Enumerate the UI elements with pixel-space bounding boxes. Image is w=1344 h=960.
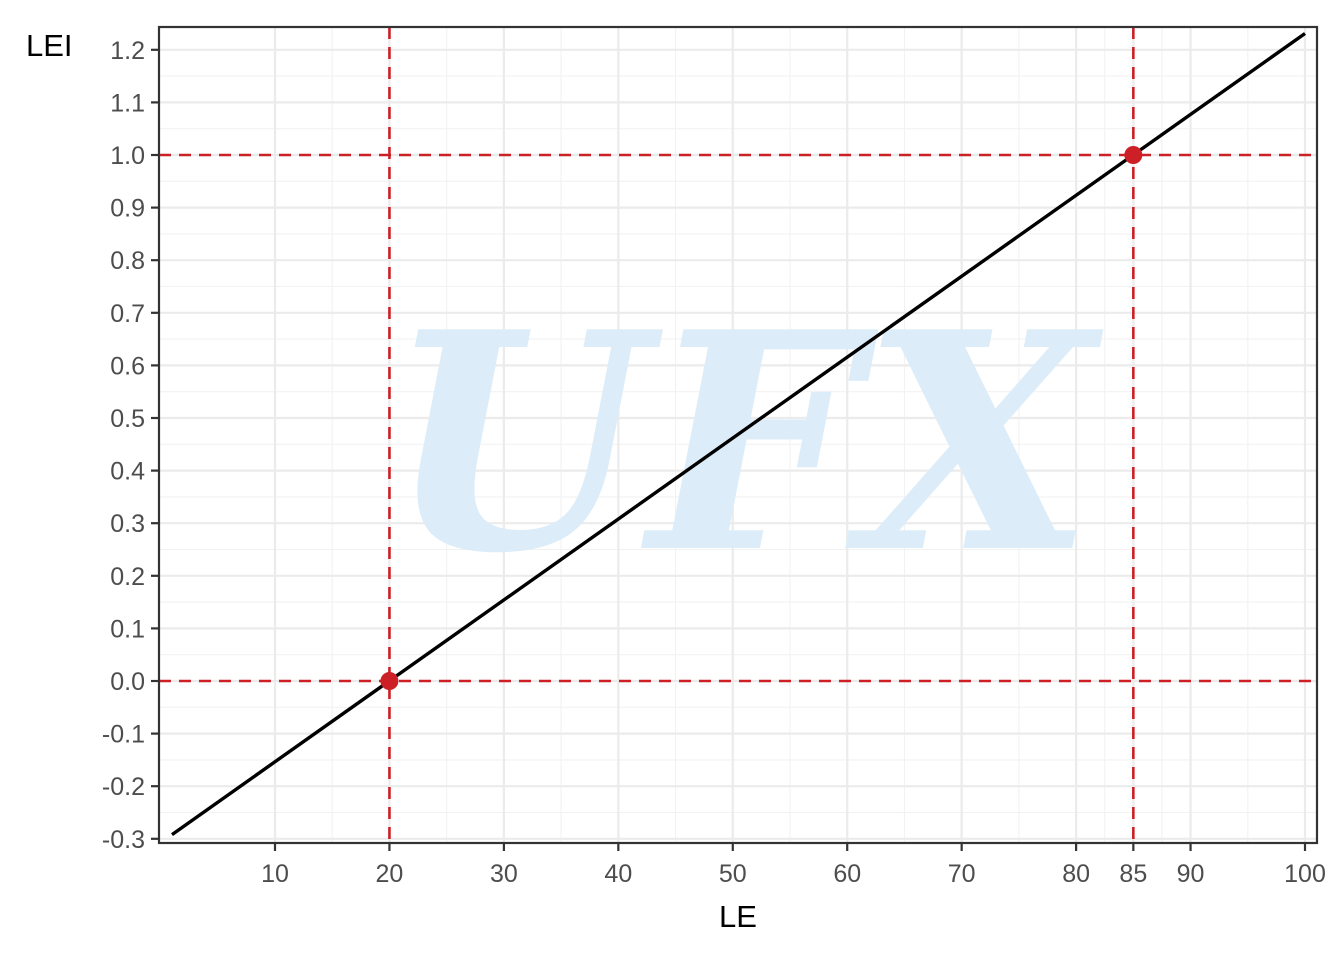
y-tick-label: -0.3 — [102, 826, 145, 854]
y-tick-label: 1.0 — [110, 142, 145, 170]
y-axis-title: LEI — [26, 28, 73, 63]
x-axis: 10 20 30 40 50 60 70 80 85 90 100 — [261, 843, 1326, 888]
data-point — [1124, 146, 1143, 164]
y-tick-label: 0.7 — [110, 300, 145, 328]
highlight-points — [380, 146, 1143, 690]
y-tick-label: 0.5 — [110, 405, 145, 433]
x-tick-label: 80 — [1062, 860, 1090, 888]
y-tick-label: 0.2 — [110, 563, 145, 591]
y-tick-label: 1.2 — [110, 37, 145, 65]
x-tick-label: 20 — [376, 860, 404, 888]
plot-panel-border — [157, 25, 1319, 845]
x-axis-title: LE — [719, 899, 757, 934]
y-tick-label: 0.6 — [110, 352, 145, 380]
reference-lines — [159, 27, 1317, 843]
x-tick-label: 85 — [1119, 860, 1147, 888]
x-tick-label: 70 — [948, 860, 976, 888]
y-tick-label: -0.1 — [102, 721, 145, 749]
x-tick-label: 40 — [604, 860, 632, 888]
y-tick-label: 0.0 — [110, 668, 145, 696]
data-series — [171, 32, 1306, 836]
major-gridlines — [159, 27, 1317, 843]
y-tick-label: -0.2 — [102, 773, 145, 801]
y-tick-label: 1.1 — [110, 89, 145, 117]
y-axis: -0.3 -0.2 -0.1 0.0 0.1 0.2 0.3 0.4 0.5 0.6 0.7 0.8 0… — [102, 37, 159, 854]
y-tick-label: 0.4 — [110, 458, 145, 486]
x-tick-label: 50 — [719, 860, 747, 888]
y-tick-label: 0.8 — [110, 247, 145, 275]
series-line — [171, 32, 1306, 836]
watermark-logo: UFX — [386, 266, 1104, 619]
x-tick-label: 60 — [833, 860, 861, 888]
x-tick-label: 30 — [490, 860, 518, 888]
x-tick-label: 100 — [1284, 860, 1326, 888]
y-tick-label: 0.3 — [110, 510, 145, 538]
x-tick-label: 90 — [1177, 860, 1205, 888]
y-tick-label: 0.1 — [110, 615, 145, 643]
minor-gridlines — [159, 27, 1317, 843]
data-point — [380, 672, 399, 690]
x-tick-label: 10 — [261, 860, 289, 888]
y-tick-label: 0.9 — [110, 195, 145, 223]
